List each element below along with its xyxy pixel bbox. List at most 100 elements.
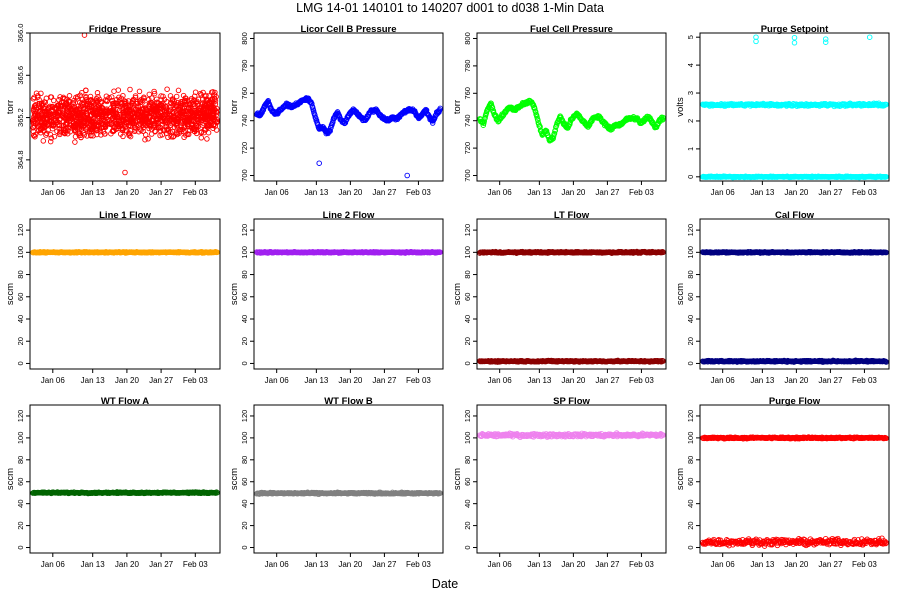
data-point-band: [69, 113, 75, 119]
data-point-band: [61, 99, 67, 106]
data-point-band: [184, 131, 191, 137]
data-point-band: [36, 103, 43, 109]
data-point-band: [146, 125, 152, 132]
y-tick-label: 4: [686, 63, 695, 67]
x-tick-label: Jan 06: [711, 188, 736, 197]
x-tick-label: Jan 27: [372, 188, 397, 197]
y-tick-label: 80: [463, 270, 472, 278]
data-point-band: [63, 112, 69, 119]
data-point-trace: [312, 112, 318, 119]
data-point-band: [197, 90, 204, 97]
data-point-band: [121, 113, 127, 119]
data-point-band: [74, 95, 81, 102]
data-point-band: [127, 86, 133, 93]
data-points: [30, 248, 220, 256]
data-point-band: [182, 98, 189, 104]
data-point-band: [83, 108, 89, 114]
y-axis-label: sccm: [5, 283, 16, 305]
data-point-band: [41, 121, 47, 127]
plot-frame: [476, 218, 667, 370]
y-tick-label: 5: [686, 35, 695, 39]
data-point-band: [120, 103, 126, 109]
x-tick-label: Jan 06: [265, 376, 290, 385]
data-point-band: [125, 123, 132, 129]
data-point-band: [72, 139, 78, 145]
data-point-band: [158, 102, 164, 108]
data-point-band: [65, 125, 71, 131]
data-point-band: [112, 110, 119, 116]
y-tick-label: 780: [463, 60, 472, 73]
data-point-band: [108, 94, 115, 100]
y-tick-label: 0: [16, 361, 25, 365]
data-point-band: [177, 102, 183, 108]
data-points: [30, 86, 220, 145]
data-point-band: [189, 112, 195, 119]
y-tick-label: 3: [686, 91, 695, 95]
data-point-band: [72, 133, 79, 140]
x-tick-label: Jan 06: [265, 188, 290, 197]
y-axis-label: sccm: [229, 283, 240, 305]
x-tick-label: Jan 06: [711, 376, 736, 385]
data-point-band: [120, 133, 126, 140]
data-point-band: [113, 97, 120, 103]
data-point-band: [72, 116, 79, 122]
data-point-band: [169, 97, 176, 103]
data-point-band: [151, 90, 158, 97]
data-point-band: [103, 107, 110, 114]
y-axis-label: volts: [675, 97, 686, 117]
data-point-band: [142, 136, 148, 143]
data-point-trace: [309, 100, 315, 107]
y-tick-label: 720: [240, 142, 249, 155]
data-point-band: [200, 111, 206, 117]
data-point-band: [106, 112, 112, 119]
x-tick-label: Jan 27: [149, 188, 174, 197]
data-point-band: [170, 134, 176, 140]
data-point-band: [85, 101, 91, 107]
data-point-band: [33, 90, 40, 96]
y-tick-label: 20: [686, 337, 695, 345]
data-point-band: [186, 105, 192, 111]
y-axis-label: sccm: [675, 283, 686, 305]
y-tick-label: 60: [240, 293, 249, 301]
data-point-band: [66, 109, 72, 116]
data-point-band: [56, 109, 62, 116]
data-point-band: [99, 105, 106, 111]
data-point-band: [133, 121, 140, 128]
chart-panel: Fuel Cell Pressure700720740760780800torr…: [452, 24, 667, 197]
data-point-band: [31, 110, 38, 117]
y-tick-label: 40: [240, 315, 249, 323]
data-point-band: [135, 112, 142, 118]
panel-title-wt-flow-a: WT Flow A: [101, 396, 149, 407]
data-point-trace: [259, 109, 265, 116]
y-tick-label: 365.2: [16, 108, 25, 127]
data-point-band: [165, 126, 171, 133]
data-point-band: [202, 127, 209, 133]
data-point-band: [143, 102, 149, 108]
data-point-band: [158, 93, 164, 99]
data-point-outlier: [866, 34, 873, 40]
data-point-band: [98, 99, 104, 105]
y-tick-label: 0: [240, 361, 249, 365]
data-point-band: [145, 136, 151, 142]
data-point-band: [124, 109, 131, 116]
data-point-band: [196, 105, 203, 112]
y-tick-label: 120: [463, 224, 472, 237]
x-tick-label: Jan 13: [304, 188, 329, 197]
data-point-band: [126, 132, 132, 139]
data-point-band: [43, 110, 50, 116]
data-point-band: [41, 105, 47, 112]
data-point-band: [152, 128, 158, 134]
data-point-band: [112, 124, 118, 130]
data-point-trace: [535, 117, 541, 123]
data-point-band: [134, 98, 140, 105]
data-point-band: [148, 99, 155, 106]
data-point-band: [86, 116, 93, 123]
x-tick-label: Feb 03: [406, 376, 431, 385]
data-point-band: [146, 91, 153, 98]
x-tick-label: Feb 03: [406, 188, 431, 197]
y-tick-label: 80: [686, 270, 695, 278]
data-point-band: [99, 124, 106, 131]
data-point-band: [125, 102, 131, 108]
chart-panels: Fridge Pressure364.8365.2365.6366.0torrJ…: [5, 24, 890, 569]
